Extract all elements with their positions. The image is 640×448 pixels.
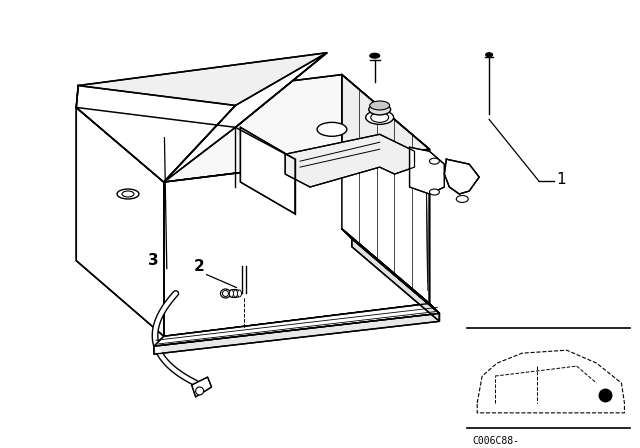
Polygon shape: [76, 75, 429, 182]
Ellipse shape: [221, 289, 230, 298]
Ellipse shape: [370, 53, 380, 58]
Ellipse shape: [117, 189, 139, 199]
Polygon shape: [342, 229, 440, 314]
Polygon shape: [191, 377, 212, 397]
Ellipse shape: [234, 290, 237, 297]
Polygon shape: [410, 147, 444, 194]
Ellipse shape: [456, 195, 468, 202]
Ellipse shape: [227, 289, 241, 297]
Polygon shape: [352, 239, 440, 321]
Polygon shape: [285, 134, 415, 187]
Ellipse shape: [223, 290, 228, 297]
Text: 1: 1: [557, 172, 566, 186]
Ellipse shape: [237, 290, 241, 297]
Polygon shape: [164, 149, 429, 336]
Text: 2: 2: [193, 259, 204, 274]
Ellipse shape: [371, 112, 388, 122]
Ellipse shape: [230, 290, 234, 297]
Ellipse shape: [370, 101, 390, 110]
Ellipse shape: [196, 387, 204, 395]
Text: 3: 3: [148, 253, 158, 268]
Polygon shape: [164, 53, 327, 182]
Polygon shape: [76, 108, 164, 336]
Polygon shape: [154, 303, 440, 346]
Ellipse shape: [317, 122, 347, 136]
Ellipse shape: [366, 110, 394, 125]
Polygon shape: [241, 127, 295, 214]
Text: C006C88-: C006C88-: [472, 436, 519, 446]
Ellipse shape: [486, 53, 493, 57]
Polygon shape: [342, 75, 429, 303]
Polygon shape: [76, 86, 236, 182]
Ellipse shape: [122, 191, 134, 197]
Polygon shape: [154, 314, 440, 354]
Polygon shape: [76, 53, 327, 127]
Polygon shape: [342, 229, 440, 314]
Ellipse shape: [429, 189, 440, 195]
Ellipse shape: [429, 158, 440, 164]
Ellipse shape: [369, 104, 390, 115]
Polygon shape: [444, 159, 479, 194]
